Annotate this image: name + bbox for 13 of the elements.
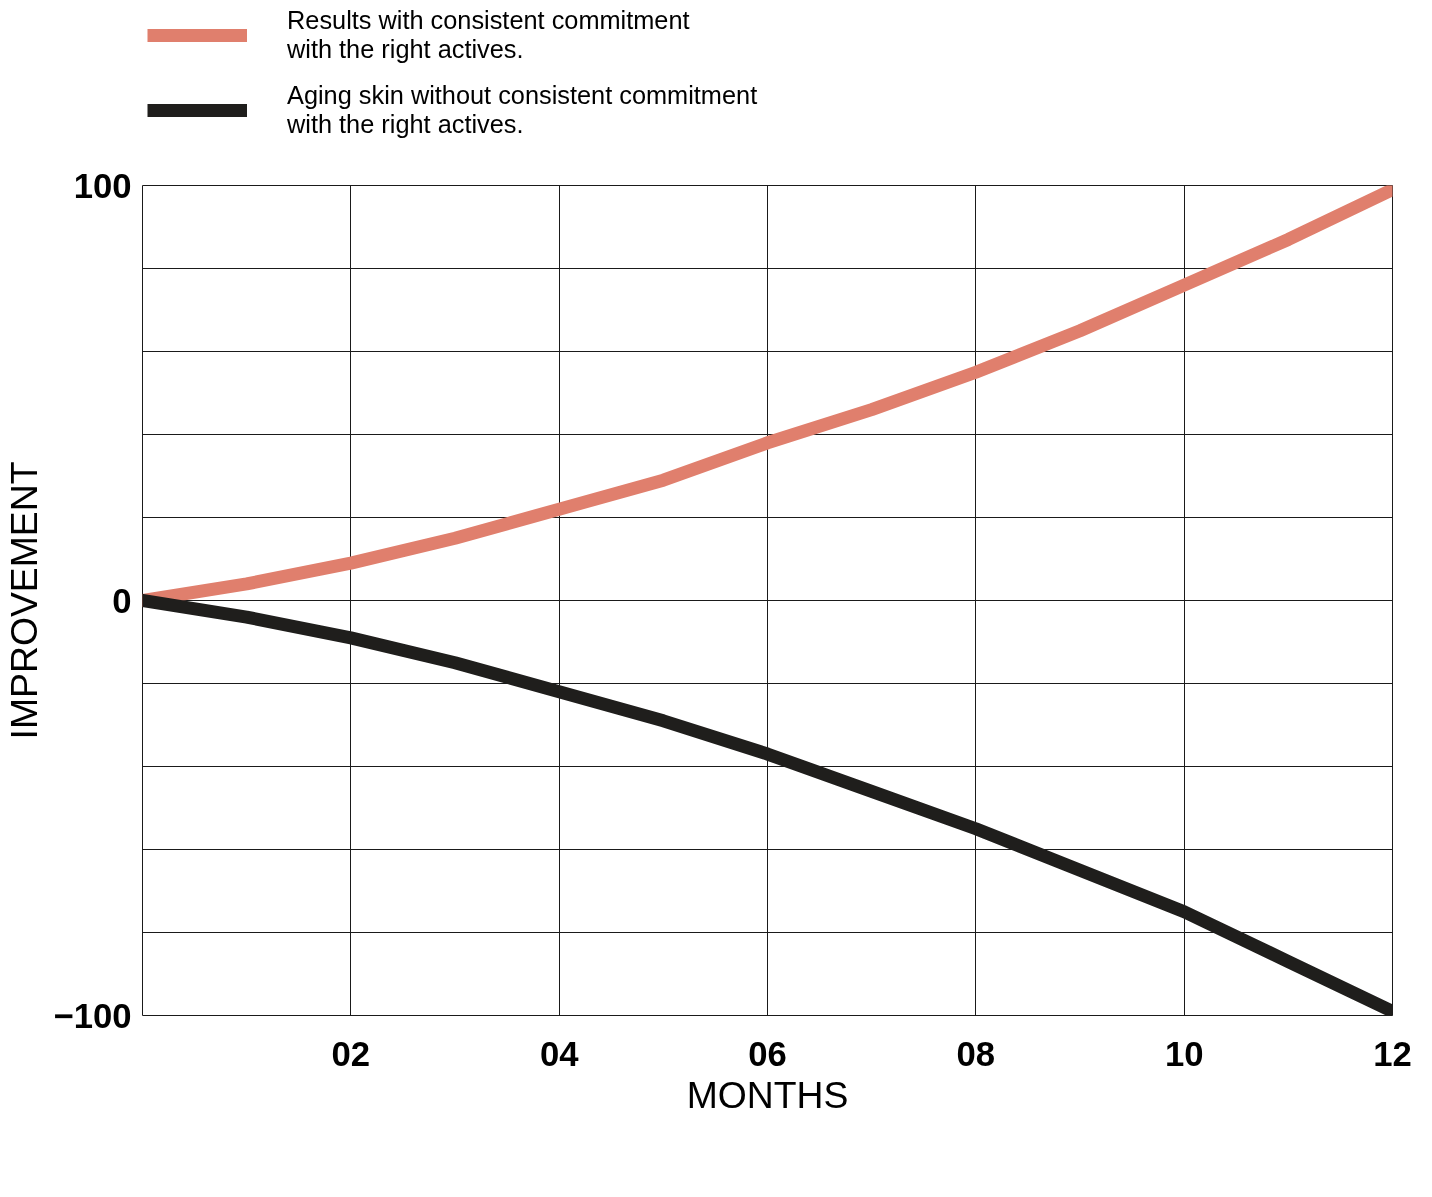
x-tick-label: 12 xyxy=(1373,1034,1412,1073)
x-tick-label: 02 xyxy=(331,1034,371,1073)
legend-label: Aging skin without consistent commitment with the right actives. xyxy=(287,80,758,140)
y-axis-title: IMPROVEMENT xyxy=(3,461,46,740)
x-tick-label: 04 xyxy=(539,1034,580,1073)
x-tick-label: 10 xyxy=(1164,1034,1204,1073)
x-tick-label: 06 xyxy=(748,1034,787,1073)
legend-label: Results with consistent commitment with the right actives. xyxy=(287,5,690,65)
x-axis-title: MONTHS xyxy=(686,1073,849,1116)
x-tick-label: 08 xyxy=(956,1034,996,1073)
y-tick-label: 0 xyxy=(112,581,132,620)
y-tick-label: −100 xyxy=(53,996,132,1035)
y-tick-label: 100 xyxy=(73,166,132,205)
